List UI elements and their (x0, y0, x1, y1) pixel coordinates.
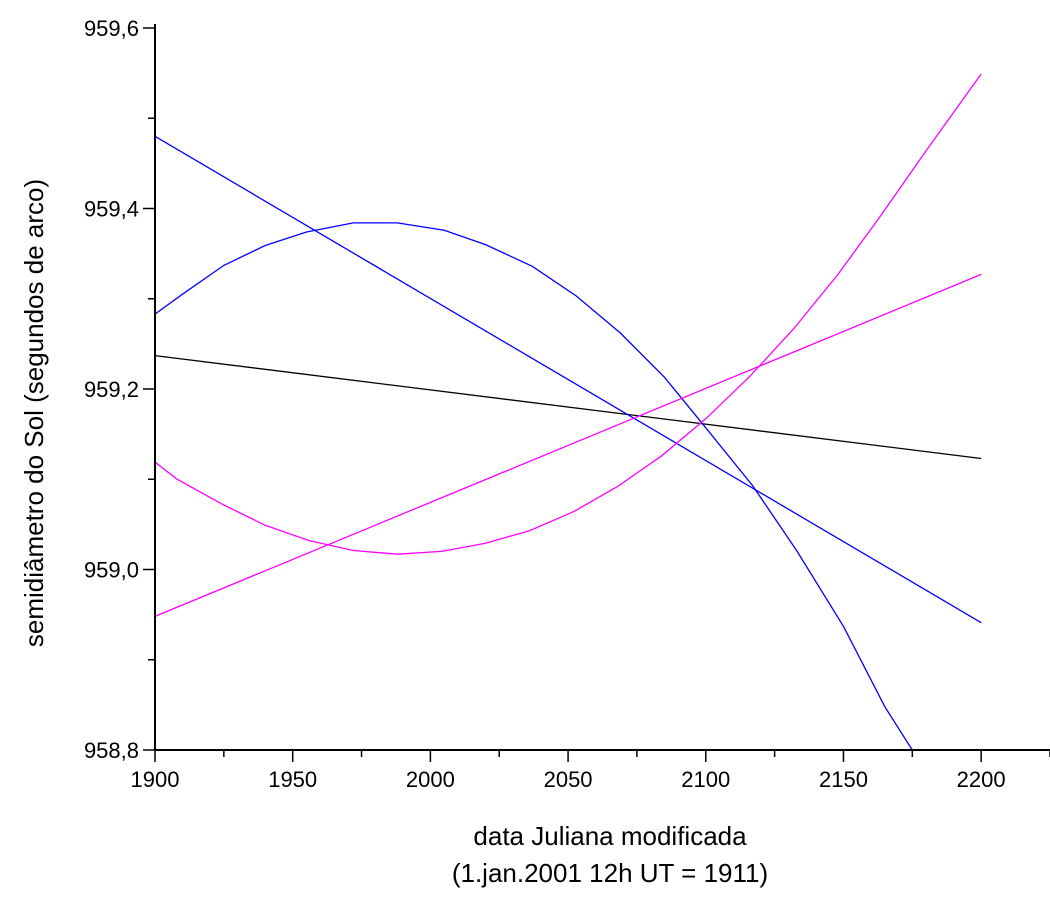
series-line-4 (154, 273, 982, 618)
x-axis-title-line2: (1.jan.2001 12h UT = 1911) (452, 858, 768, 888)
x-tick-label-5: 2150 (819, 767, 868, 792)
y-tick-label-0: 958,8 (84, 738, 139, 763)
x-axis-title: data Juliana modificada (473, 821, 747, 851)
y-tick-label-3: 959,4 (84, 197, 139, 222)
series-line-1 (154, 354, 982, 460)
y-tick-label-4: 959,6 (84, 16, 139, 41)
series-line-3 (154, 222, 913, 751)
x-tick-label-3: 2050 (544, 767, 593, 792)
y-axis-title: semidiâmetro do Sol (segundos de arco) (19, 179, 49, 647)
x-tick-label-0: 1900 (131, 767, 180, 792)
y-tick-label-2: 959,2 (84, 377, 139, 402)
x-tick-label-1: 1950 (268, 767, 317, 792)
x-tick-label-6: 2200 (957, 767, 1006, 792)
axes-layer: 1900 1950 2000 2050 2100 2150 2200 958,8 959,0 95… (84, 16, 1050, 792)
x-tick-label-4: 2100 (681, 767, 730, 792)
y-tick-label-1: 959,0 (84, 558, 139, 583)
series-layer (154, 73, 982, 751)
series-line-2 (154, 135, 982, 624)
x-tick-label-2: 2000 (406, 767, 455, 792)
series-line-5 (154, 73, 982, 555)
